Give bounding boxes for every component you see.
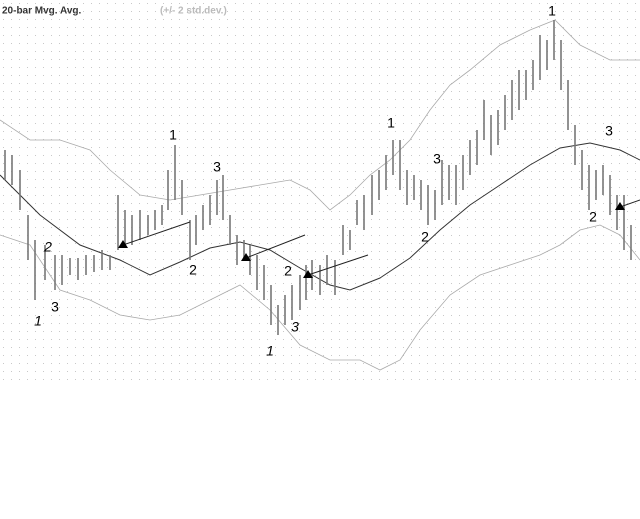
wave-label: 3	[605, 123, 613, 139]
plot-background	[0, 0, 640, 380]
wave-label: 1	[169, 127, 177, 143]
wave-label: 2	[43, 239, 52, 255]
signal-triangle	[615, 202, 625, 210]
wave-label: 1	[548, 3, 556, 19]
signal-triangle	[241, 253, 251, 261]
wave-label: 3	[213, 159, 221, 175]
wave-label: 2	[189, 262, 197, 278]
wave-label: 1	[34, 313, 42, 329]
band-line	[0, 19, 640, 211]
trend-line	[307, 254, 369, 276]
trend-line	[245, 234, 306, 259]
trend-line	[122, 221, 191, 246]
wave-label: 3	[291, 319, 299, 335]
trend-line	[619, 199, 640, 208]
wave-label: 3	[433, 151, 441, 167]
signal-triangle	[303, 270, 313, 278]
wave-label: 3	[51, 299, 59, 315]
wave-label: 1	[387, 115, 395, 131]
chart-subtitle: (+/- 2 std.dev.)	[160, 6, 227, 17]
signal-triangle	[118, 240, 128, 248]
wave-label: 1	[266, 343, 274, 359]
wave-label: 2	[421, 229, 429, 245]
chart-title: 20-bar Mvg. Avg.	[2, 6, 81, 17]
band-line	[0, 224, 640, 371]
wave-label: 2	[284, 263, 292, 279]
band-line	[0, 142, 640, 291]
wave-label: 2	[589, 209, 597, 225]
